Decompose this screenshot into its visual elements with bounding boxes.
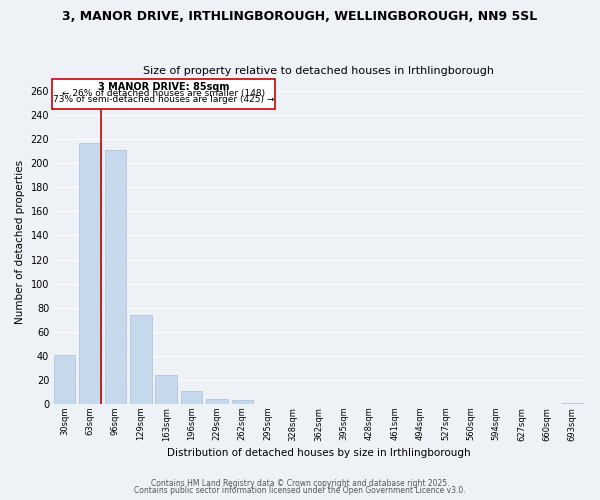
Bar [155, 375, 177, 404]
FancyBboxPatch shape [52, 79, 275, 109]
Bar [181, 390, 202, 404]
Text: Contains HM Land Registry data © Crown copyright and database right 2025.: Contains HM Land Registry data © Crown c… [151, 478, 449, 488]
Bar [232, 400, 253, 404]
Bar [54, 354, 76, 404]
Bar [130, 315, 152, 404]
Text: 3 MANOR DRIVE: 85sqm: 3 MANOR DRIVE: 85sqm [98, 82, 230, 92]
Bar [206, 399, 228, 404]
X-axis label: Distribution of detached houses by size in Irthlingborough: Distribution of detached houses by size … [167, 448, 470, 458]
Y-axis label: Number of detached properties: Number of detached properties [15, 160, 25, 324]
Bar [562, 402, 583, 404]
Bar [79, 143, 101, 404]
Bar [104, 150, 126, 404]
Text: Contains public sector information licensed under the Open Government Licence v3: Contains public sector information licen… [134, 486, 466, 495]
Text: ← 26% of detached houses are smaller (148): ← 26% of detached houses are smaller (14… [62, 88, 265, 98]
Text: 73% of semi-detached houses are larger (425) →: 73% of semi-detached houses are larger (… [53, 94, 275, 104]
Title: Size of property relative to detached houses in Irthlingborough: Size of property relative to detached ho… [143, 66, 494, 76]
Text: 3, MANOR DRIVE, IRTHLINGBOROUGH, WELLINGBOROUGH, NN9 5SL: 3, MANOR DRIVE, IRTHLINGBOROUGH, WELLING… [62, 10, 538, 23]
